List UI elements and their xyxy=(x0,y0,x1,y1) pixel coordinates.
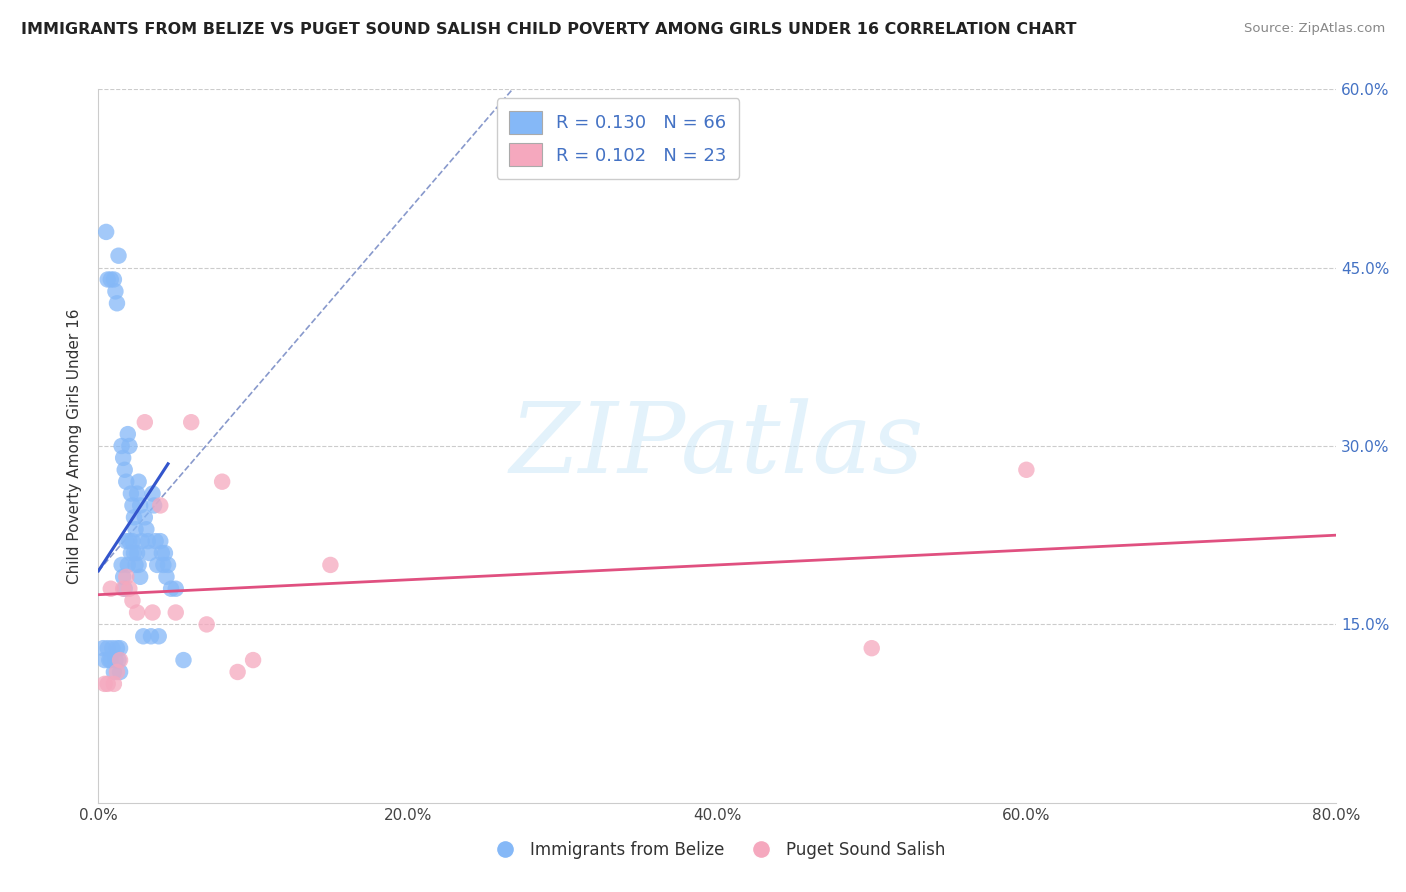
Point xyxy=(143,499,166,513)
Point xyxy=(153,546,176,560)
Point xyxy=(112,582,135,596)
Point xyxy=(115,534,138,549)
Point xyxy=(118,439,141,453)
Point xyxy=(111,439,134,453)
Point xyxy=(114,463,136,477)
Point xyxy=(121,499,143,513)
Point xyxy=(146,558,169,572)
Point xyxy=(150,546,173,560)
Point xyxy=(165,582,187,596)
Point xyxy=(105,641,128,656)
Point xyxy=(100,653,122,667)
Point xyxy=(135,522,157,536)
Point xyxy=(98,653,121,667)
Point xyxy=(104,653,127,667)
Point xyxy=(128,558,150,572)
Point xyxy=(101,641,124,656)
Point xyxy=(127,606,149,620)
Point xyxy=(104,285,127,299)
Point xyxy=(105,665,128,679)
Point xyxy=(118,534,141,549)
Point xyxy=(131,534,153,549)
Point xyxy=(132,629,155,643)
Point xyxy=(1015,463,1038,477)
Text: ZIPatlas: ZIPatlas xyxy=(510,399,924,493)
Point xyxy=(211,475,233,489)
Point xyxy=(129,499,152,513)
Point xyxy=(100,582,122,596)
Point xyxy=(108,653,131,667)
Point xyxy=(148,629,170,643)
Point xyxy=(93,653,115,667)
Point xyxy=(127,486,149,500)
Point xyxy=(145,534,167,549)
Point xyxy=(149,534,172,549)
Point xyxy=(117,427,139,442)
Point xyxy=(93,677,115,691)
Point xyxy=(152,558,174,572)
Point xyxy=(124,522,146,536)
Point xyxy=(120,546,142,560)
Point xyxy=(319,558,342,572)
Point xyxy=(122,510,145,524)
Text: Source: ZipAtlas.com: Source: ZipAtlas.com xyxy=(1244,22,1385,36)
Point xyxy=(180,415,202,429)
Point xyxy=(108,665,131,679)
Point xyxy=(138,546,160,560)
Point xyxy=(134,510,156,524)
Point xyxy=(105,296,128,310)
Point xyxy=(120,486,142,500)
Point xyxy=(134,415,156,429)
Point xyxy=(100,272,122,286)
Point xyxy=(122,546,145,560)
Point xyxy=(111,558,134,572)
Point xyxy=(118,582,141,596)
Y-axis label: Child Poverty Among Girls Under 16: Child Poverty Among Girls Under 16 xyxy=(67,309,83,583)
Point xyxy=(108,641,131,656)
Point xyxy=(103,677,125,691)
Point xyxy=(149,499,172,513)
Point xyxy=(112,570,135,584)
Point xyxy=(127,546,149,560)
Point xyxy=(107,653,129,667)
Point xyxy=(97,677,120,691)
Point xyxy=(124,558,146,572)
Point xyxy=(129,570,152,584)
Point xyxy=(860,641,883,656)
Legend: Immigrants from Belize, Puget Sound Salish: Immigrants from Belize, Puget Sound Sali… xyxy=(482,835,952,866)
Point xyxy=(121,534,143,549)
Point xyxy=(91,641,114,656)
Point xyxy=(128,475,150,489)
Point xyxy=(107,249,129,263)
Point xyxy=(160,582,183,596)
Point xyxy=(96,225,118,239)
Point xyxy=(142,606,165,620)
Point xyxy=(165,606,187,620)
Point xyxy=(136,534,159,549)
Point xyxy=(112,450,135,465)
Point xyxy=(115,475,138,489)
Point xyxy=(103,665,125,679)
Text: IMMIGRANTS FROM BELIZE VS PUGET SOUND SALISH CHILD POVERTY AMONG GIRLS UNDER 16 : IMMIGRANTS FROM BELIZE VS PUGET SOUND SA… xyxy=(21,22,1077,37)
Point xyxy=(173,653,195,667)
Point xyxy=(195,617,218,632)
Point xyxy=(242,653,264,667)
Point xyxy=(139,629,162,643)
Point xyxy=(226,665,249,679)
Point xyxy=(142,486,165,500)
Point xyxy=(97,641,120,656)
Point xyxy=(121,593,143,607)
Point xyxy=(157,558,180,572)
Point xyxy=(117,558,139,572)
Point xyxy=(115,570,138,584)
Point xyxy=(114,582,136,596)
Point xyxy=(155,570,177,584)
Point xyxy=(103,272,125,286)
Point xyxy=(97,272,120,286)
